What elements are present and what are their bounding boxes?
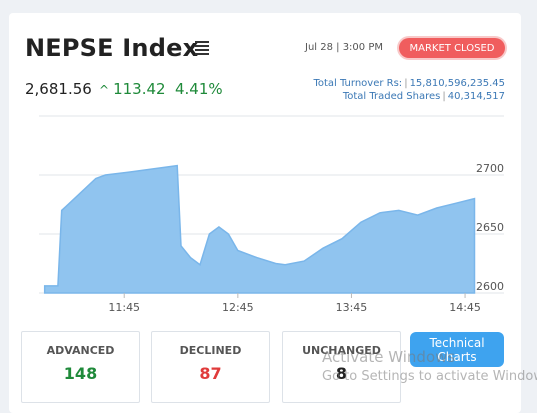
x-tick-label: 11:45 — [108, 301, 140, 314]
y-tick-label: 2700 — [476, 162, 504, 175]
turnover-summary: Total Turnover Rs: | 15,810,596,235.45 Tot… — [313, 78, 505, 102]
advanced-value: 148 — [63, 364, 98, 383]
watermark-line2: Go to Settings to activate Windows. — [322, 369, 537, 384]
market-status-badge: MARKET CLOSED — [399, 38, 505, 58]
unchanged-stat: UNCHANGED 8 — [282, 331, 401, 403]
x-tick-label: 12:45 — [222, 301, 254, 314]
market-datetime: Jul 28 | 3:00 PM — [305, 42, 383, 53]
x-tick-label: 13:45 — [336, 301, 368, 314]
traded-shares-label: Total Traded Shares — [342, 91, 441, 102]
y-tick-label: 2600 — [476, 280, 504, 293]
up-caret-icon: ^ — [99, 83, 110, 97]
unchanged-value: 8 — [335, 364, 348, 383]
index-area-chart[interactable]: 2750 2700 2650 2600 11:45 12:45 13:45 14:45 — [29, 113, 507, 329]
page-title: NEPSE Index — [25, 34, 199, 62]
declined-label: DECLINED — [179, 344, 242, 357]
declined-value: 87 — [199, 364, 222, 383]
hamburger-menu-icon[interactable] — [195, 41, 209, 55]
y-tick-label: 2750 — [476, 113, 504, 116]
traded-shares-value: 40,314,517 — [447, 91, 505, 102]
y-tick-label: 2650 — [476, 221, 504, 234]
declined-stat: DECLINED 87 — [151, 331, 270, 403]
nepse-index-card: NEPSE Index Jul 28 | 3:00 PM MARKET CLOS… — [9, 13, 521, 413]
watermark-line1: Activate Windows — [322, 348, 456, 366]
index-change-value: 113.42 — [113, 80, 166, 98]
advanced-label: ADVANCED — [46, 344, 115, 357]
x-tick-label: 14:45 — [449, 301, 481, 314]
index-price: 2,681.56 — [25, 80, 92, 98]
technical-charts-button[interactable]: Technical Charts — [410, 332, 504, 367]
unchanged-label: UNCHANGED — [302, 344, 381, 357]
index-area-series — [43, 164, 476, 294]
advanced-stat: ADVANCED 148 — [21, 331, 140, 403]
index-change-percent: 4.41% — [175, 80, 223, 98]
activate-windows-watermark: Activate Windows Go to Settings to activ… — [322, 348, 537, 384]
turnover-value: 15,810,596,235.45 — [409, 78, 505, 89]
turnover-label: Total Turnover Rs: — [313, 78, 403, 89]
index-change: ^ 113.42 — [99, 80, 166, 98]
